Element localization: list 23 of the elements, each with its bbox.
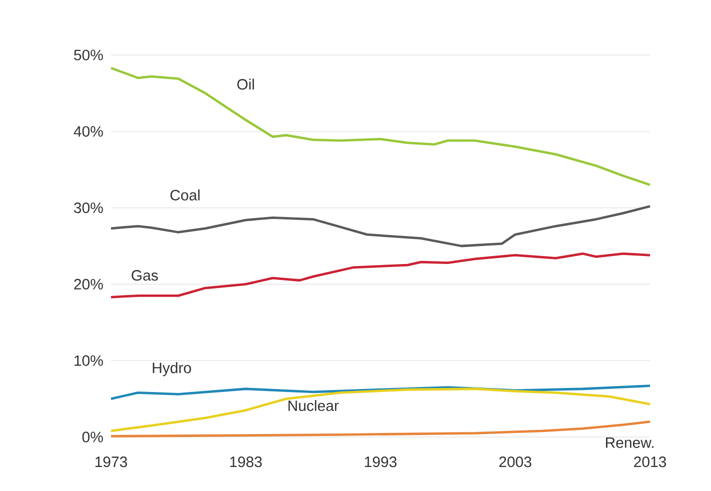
line-series xyxy=(110,388,652,432)
line-series xyxy=(110,66,652,186)
y-tick-label: 40% xyxy=(74,126,103,137)
series-label: Renew. xyxy=(606,437,654,448)
series-label: Gas xyxy=(132,270,158,281)
line-series xyxy=(110,384,652,400)
line-series xyxy=(110,420,652,438)
line-series xyxy=(110,252,652,298)
x-tick-label: 1983 xyxy=(230,456,262,468)
x-tick-label: 1973 xyxy=(95,456,128,468)
y-tick-label: 0% xyxy=(82,432,103,442)
series-label: Hydro xyxy=(152,362,192,376)
x-tick-label: 2003 xyxy=(499,456,532,468)
series-label: Nuclear xyxy=(288,400,339,412)
y-tick-label: 20% xyxy=(74,278,103,290)
series-label: Oil xyxy=(237,78,254,90)
x-tick-label: 2013 xyxy=(634,456,666,468)
line-series xyxy=(110,205,652,248)
series-label: Coal xyxy=(170,189,200,200)
x-tick-label: 1993 xyxy=(364,456,397,468)
y-tick-label: 10% xyxy=(74,355,103,366)
y-tick-label: 50% xyxy=(74,50,103,60)
y-tick-label: 30% xyxy=(74,202,103,214)
